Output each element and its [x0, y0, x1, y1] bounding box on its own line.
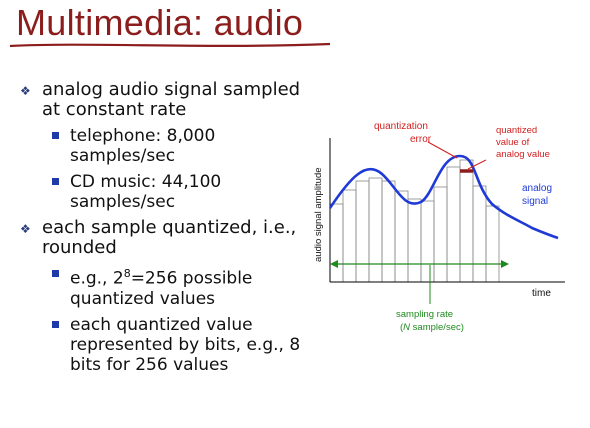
- sample-bar: [485, 205, 500, 283]
- arrow-left-icon: [330, 260, 338, 268]
- sample-bar: [472, 185, 487, 283]
- page-title: Multimedia: audio: [16, 2, 304, 43]
- arrow-right-icon: [501, 260, 509, 268]
- sampling-rate-label: sampling rate: [396, 309, 453, 320]
- sub-bullet-item: telephone: 8,000 samples/sec: [18, 126, 308, 166]
- sub-bullet-text-pre: e.g., 2: [70, 268, 124, 289]
- sub-bullet-item: CD music: 44,100 samples/sec: [18, 172, 308, 212]
- sub-bullet-item: each quantized value represented by bits…: [18, 315, 308, 375]
- analog-signal-label-1: analog: [522, 183, 552, 194]
- square-bullet-icon: [52, 178, 59, 185]
- sample-bar: [394, 190, 409, 283]
- sample-bar: [355, 180, 370, 283]
- sample-bar: [446, 166, 461, 283]
- sample-bar: [381, 180, 396, 283]
- sampling-rate-units: (N sample/sec): [400, 322, 464, 333]
- analog-signal-label-2: signal: [522, 196, 548, 207]
- square-bullet-icon: [52, 270, 59, 277]
- bullet-text: each sample quantized, i.e., rounded: [42, 217, 297, 258]
- title-underline: [9, 42, 331, 48]
- analog-signal-curve: [328, 154, 559, 240]
- sample-bar: [420, 200, 435, 283]
- bullet-list: ❖ analog audio signal sampled at constan…: [18, 80, 308, 381]
- x-axis-label: time: [532, 288, 551, 299]
- quantized-value-label-1: quantized: [496, 125, 537, 136]
- square-bullet-icon: [52, 132, 59, 139]
- quantized-value-pointer: [467, 159, 487, 170]
- sample-bar: [342, 189, 357, 283]
- y-axis-label: audio signal amplitude: [313, 167, 324, 262]
- square-bullet-icon: [52, 320, 59, 328]
- quantization-error-label-1: quantization: [374, 121, 428, 132]
- sub-bullet-text: CD music: 44,100 samples/sec: [70, 172, 222, 212]
- quantized-value-label-2: value of: [496, 137, 530, 148]
- bullet-item: ❖ each sample quantized, i.e., rounded: [18, 218, 308, 258]
- sample-bar: [329, 203, 344, 283]
- quantization-error-pointer: [427, 141, 458, 159]
- sample-bar: [433, 186, 448, 283]
- sample-bar: [368, 177, 383, 283]
- sub-bullet-text-post: =256 possible quantized values: [70, 268, 253, 309]
- sampling-diagram: audio signal amplitude time quantization…: [313, 121, 565, 333]
- bullet-text: analog audio signal sampled at constant …: [42, 79, 301, 120]
- sub-bullet-item: e.g., 28=256 possible quantized values: [18, 264, 308, 309]
- quantized-value-label-3: analog value: [496, 149, 550, 160]
- sub-bullet-text: telephone: 8,000 samples/sec: [70, 126, 216, 166]
- diamond-bullet-icon: ❖: [20, 84, 31, 98]
- sub-bullet-text: each quantized value represented by bits…: [70, 314, 301, 375]
- quantization-error-label-2: error: [410, 134, 432, 145]
- sample-bar: [407, 198, 422, 283]
- superscript-exponent: 8: [123, 267, 131, 280]
- bullet-item: ❖ analog audio signal sampled at constan…: [18, 80, 308, 120]
- diamond-bullet-icon: ❖: [20, 222, 31, 236]
